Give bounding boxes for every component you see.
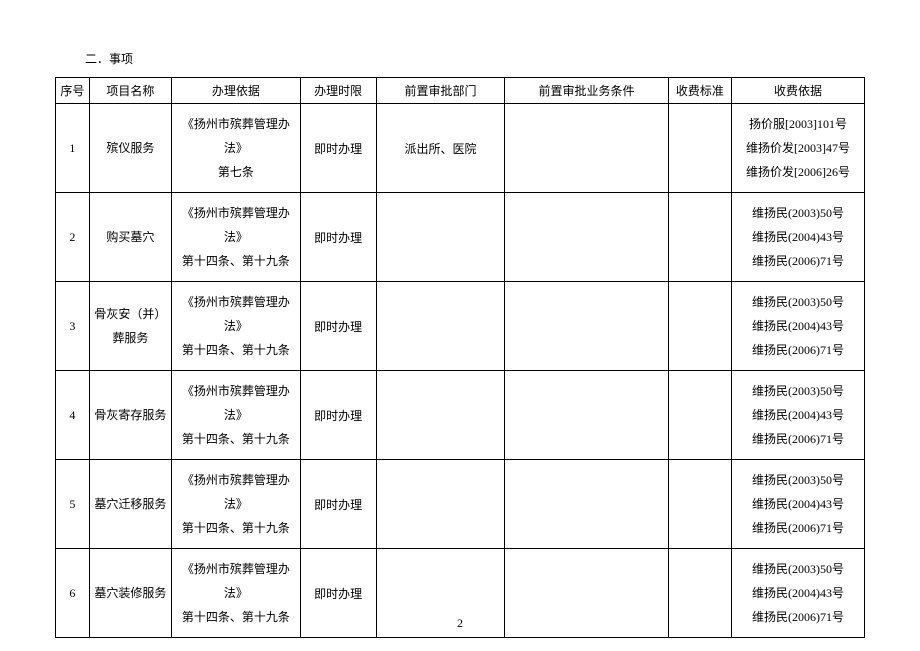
cell-dept [376,282,505,371]
cell-time: 即时办理 [300,460,376,549]
section-title: 二．事项 [55,50,865,67]
cell-seq: 4 [56,371,90,460]
cell-feebasis: 维扬民(2003)50号维扬民(2004)43号维扬民(2006)71号 [732,193,865,282]
table-row: 2 购买墓穴 《扬州市殡葬管理办法》第十四条、第十九条 即时办理 维扬民(200… [56,193,865,282]
table-header-row: 序号 项目名称 办理依据 办理时限 前置审批部门 前置审批业务条件 收费标准 收… [56,78,865,104]
cell-cond [505,193,668,282]
cell-basis: 《扬州市殡葬管理办法》第十四条、第十九条 [172,282,301,371]
cell-feebasis: 维扬民(2003)50号维扬民(2004)43号维扬民(2006)71号 [732,282,865,371]
header-basis: 办理依据 [172,78,301,104]
cell-feebasis: 维扬民(2003)50号维扬民(2004)43号维扬民(2006)71号 [732,371,865,460]
cell-name: 殡仪服务 [89,104,171,193]
cell-name: 骨灰寄存服务 [89,371,171,460]
cell-name: 墓穴迁移服务 [89,460,171,549]
header-time: 办理时限 [300,78,376,104]
items-table: 序号 项目名称 办理依据 办理时限 前置审批部门 前置审批业务条件 收费标准 收… [55,77,865,638]
cell-seq: 5 [56,460,90,549]
header-dept: 前置审批部门 [376,78,505,104]
cell-cond [505,371,668,460]
cell-cond [505,282,668,371]
cell-cond [505,460,668,549]
cell-cond [505,104,668,193]
cell-time: 即时办理 [300,371,376,460]
cell-name: 骨灰安（并）葬服务 [89,282,171,371]
cell-name: 购买墓穴 [89,193,171,282]
cell-time: 即时办理 [300,282,376,371]
table-body: 1 殡仪服务 《扬州市殡葬管理办法》第七条 即时办理 派出所、医院 扬价服[20… [56,104,865,638]
cell-time: 即时办理 [300,193,376,282]
cell-dept [376,371,505,460]
cell-fee [668,282,731,371]
table-row: 4 骨灰寄存服务 《扬州市殡葬管理办法》第十四条、第十九条 即时办理 维扬民(2… [56,371,865,460]
cell-basis: 《扬州市殡葬管理办法》第七条 [172,104,301,193]
header-name: 项目名称 [89,78,171,104]
cell-feebasis: 扬价服[2003]101号维扬价发[2003]47号维扬价发[2006]26号 [732,104,865,193]
header-seq: 序号 [56,78,90,104]
cell-seq: 1 [56,104,90,193]
cell-dept: 派出所、医院 [376,104,505,193]
cell-basis: 《扬州市殡葬管理办法》第十四条、第十九条 [172,460,301,549]
cell-fee [668,460,731,549]
cell-basis: 《扬州市殡葬管理办法》第十四条、第十九条 [172,193,301,282]
header-feebasis: 收费依据 [732,78,865,104]
header-cond: 前置审批业务条件 [505,78,668,104]
cell-fee [668,104,731,193]
page-number: 2 [0,616,920,631]
table-row: 3 骨灰安（并）葬服务 《扬州市殡葬管理办法》第十四条、第十九条 即时办理 维扬… [56,282,865,371]
header-fee: 收费标准 [668,78,731,104]
table-row: 1 殡仪服务 《扬州市殡葬管理办法》第七条 即时办理 派出所、医院 扬价服[20… [56,104,865,193]
cell-fee [668,193,731,282]
cell-fee [668,371,731,460]
cell-dept [376,193,505,282]
cell-feebasis: 维扬民(2003)50号维扬民(2004)43号维扬民(2006)71号 [732,460,865,549]
cell-basis: 《扬州市殡葬管理办法》第十四条、第十九条 [172,371,301,460]
cell-dept [376,460,505,549]
cell-seq: 3 [56,282,90,371]
table-row: 5 墓穴迁移服务 《扬州市殡葬管理办法》第十四条、第十九条 即时办理 维扬民(2… [56,460,865,549]
cell-time: 即时办理 [300,104,376,193]
cell-seq: 2 [56,193,90,282]
